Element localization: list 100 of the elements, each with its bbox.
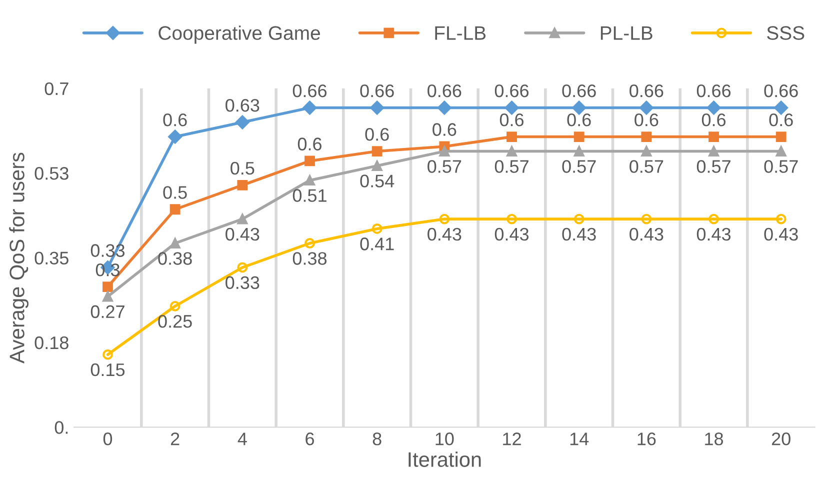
point [574,146,584,157]
point [304,156,315,166]
y-axis-title: Average QoS for users [9,152,29,364]
point [506,146,517,157]
data-label: 0.66 [630,84,664,98]
point [102,291,113,302]
data-label: 0.41 [360,238,394,250]
data-label: 0.6 [702,113,726,126]
data-label: 0.57 [696,160,730,173]
legend-label: PL-LB [600,26,652,40]
point [641,132,652,142]
data-label: 0.5 [163,186,187,199]
data-label: 0.63 [226,98,260,112]
data-label: 0.15 [90,363,125,376]
data-label: 0.43 [428,228,462,241]
data-label: 0.43 [696,228,731,241]
x-tick-label: 0 [103,432,112,446]
data-label: 0.6 [567,113,591,126]
point [439,214,450,224]
point [235,115,250,130]
point [302,100,317,115]
data-label: 0.27 [90,305,124,318]
x-tick-label: 18 [705,432,724,446]
point [170,300,180,312]
x-tick-label: 10 [436,432,454,446]
data-label: 0.6 [769,113,793,126]
legend-label: Cooperative Game [158,26,320,44]
data-label: 0.6 [432,123,456,136]
x-tick-label: 2 [170,432,180,446]
y-tick-label: 0.7 [44,82,68,96]
data-label: 0.66 [562,84,596,98]
data-label: 0.43 [764,228,798,241]
point [102,349,113,360]
data-label: 0.6 [298,138,322,150]
x-tick-label: 6 [306,432,314,446]
point [372,224,382,234]
x-tick-label: 8 [372,432,382,446]
data-label: 0.51 [292,189,326,202]
point [168,130,182,144]
data-label: 0.57 [764,160,798,173]
data-label: 0.66 [764,84,798,98]
point [372,146,382,157]
point [372,160,382,172]
data-label: 0.33 [226,276,260,290]
data-label: 0.25 [158,314,192,328]
point [304,238,315,248]
data-label: 0.5 [230,162,254,175]
y-tick-label: 0. [54,421,68,434]
data-label: 0.6 [634,113,658,126]
x-tick-label: 4 [238,432,247,446]
point [708,214,719,224]
legend-label: SSS [767,26,804,40]
point [776,214,786,224]
point [506,214,517,224]
point [506,132,517,142]
data-label: 0.66 [292,84,327,98]
point [370,100,384,115]
point [170,204,180,215]
x-tick-label: 20 [772,432,790,446]
point [708,132,719,142]
data-label: 0.43 [562,228,596,241]
point [102,282,113,292]
data-label: 0.66 [494,84,529,98]
data-label: 0.57 [428,160,462,173]
data-label: 0.38 [292,252,327,265]
point [776,132,786,142]
point [237,214,248,224]
point [776,146,786,157]
point [237,262,248,273]
x-tick-label: 16 [638,432,656,446]
data-label: 0.57 [494,160,528,173]
point [708,146,719,157]
data-label: 0.54 [360,174,394,188]
data-label: 0.66 [360,84,394,98]
data-label: 0.43 [630,228,664,241]
data-label: 0.6 [500,113,524,126]
point [641,146,652,157]
point [237,180,248,190]
data-label: 0.66 [696,84,731,98]
data-label: 0.38 [158,252,192,265]
point [574,132,584,142]
y-tick-label: 0.53 [34,167,68,180]
x-axis-title: Iteration [408,452,481,467]
point [304,175,315,186]
data-label: 0.57 [630,160,664,173]
point [437,100,452,115]
data-label: 0.43 [494,228,529,241]
data-label: 0.6 [365,128,389,141]
point [641,214,652,224]
point [574,214,584,224]
data-label: 0.6 [163,113,187,126]
y-tick-label: 0.35 [34,252,68,264]
data-label: 0.66 [428,84,462,98]
legend-label: FL-LB [435,26,486,40]
y-tick-label: 0.18 [34,336,68,350]
x-tick-label: 14 [570,432,589,446]
data-label: 0.57 [562,160,596,173]
point [170,238,180,248]
data-label: 0.43 [226,228,260,241]
point [439,146,450,157]
